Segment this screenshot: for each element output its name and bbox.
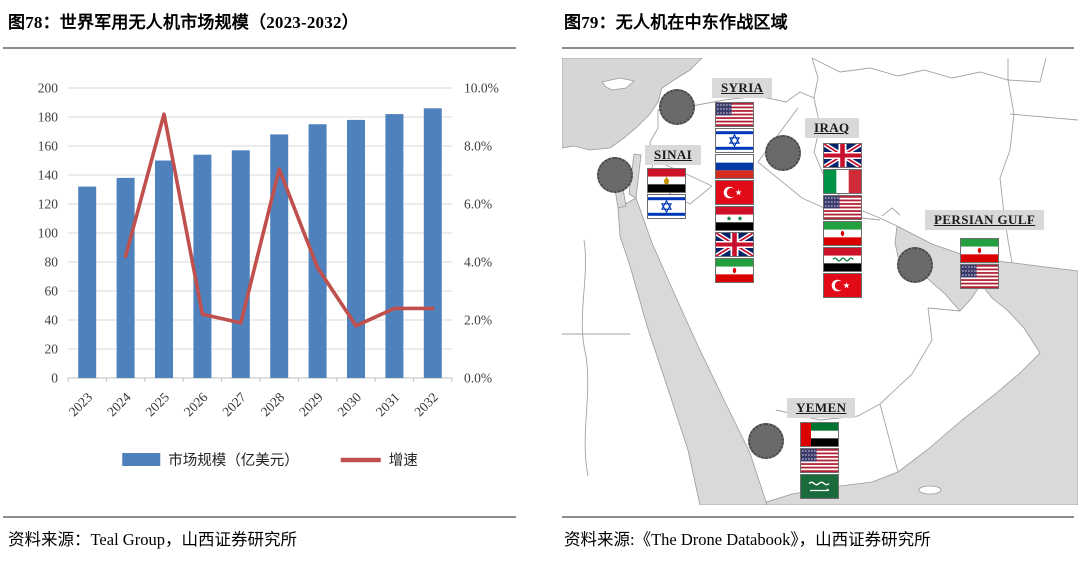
left-axis-tick-label: 200 [38, 81, 59, 96]
flag-usa [715, 102, 754, 127]
flag-iraq [823, 247, 862, 272]
left-axis-tick-label: 140 [38, 168, 59, 183]
island-cyprus [601, 77, 635, 91]
market-size-bar-2030 [347, 119, 365, 379]
flag-column-persian-gulf [960, 238, 999, 290]
x-axis-label: 2027 [219, 389, 249, 419]
x-axis-label: 2023 [66, 389, 96, 419]
market-size-bar-2027 [231, 150, 250, 378]
x-axis-label: 2025 [142, 389, 172, 419]
flag-syria [715, 206, 754, 231]
left-axis-tick-label: 60 [45, 284, 59, 299]
title-rule [562, 47, 1074, 49]
legend-market-size-swatch [122, 453, 161, 466]
region-label-sinai: SINAI [645, 145, 702, 165]
flag-iran [960, 238, 999, 263]
left-axis-tick-label: 20 [45, 342, 59, 357]
flag-saudi-arabia [800, 474, 839, 499]
market-size-bar-2025 [155, 160, 173, 378]
region-label-iraq: IRAQ [805, 118, 859, 138]
left-axis-tick-label: 120 [38, 197, 59, 212]
x-axis-label: 2029 [296, 389, 326, 419]
market-size-bar-2029 [308, 124, 327, 378]
flag-uae [800, 422, 839, 447]
flag-turkey [823, 273, 862, 298]
combat-zone-marker [659, 89, 695, 125]
figure-79-panel: 图79：无人机在中东作战区域 [540, 0, 1080, 562]
sea-red-sea [617, 197, 768, 505]
combat-zone-marker [765, 135, 801, 171]
x-axis-label: 2032 [411, 390, 441, 420]
combat-zone-marker [597, 157, 633, 193]
right-axis-tick-label: 0.0% [464, 371, 492, 386]
left-axis-tick-label: 0 [51, 371, 58, 386]
region-label-syria: SYRIA [712, 78, 773, 98]
flag-uk [823, 143, 862, 168]
x-axis-label: 2031 [373, 390, 403, 420]
sea-mediterranean [562, 58, 703, 151]
flag-iran [715, 258, 754, 283]
flag-egypt [647, 168, 686, 193]
flag-italy [823, 169, 862, 194]
flag-column-sinai [647, 168, 686, 220]
flag-column-iraq [823, 143, 862, 299]
flag-russia [715, 154, 754, 179]
figure-79-title: 图79：无人机在中东作战区域 [564, 13, 788, 32]
flag-israel [647, 194, 686, 219]
x-axis-label: 2028 [258, 389, 288, 419]
figure-78-panel: 图78：世界军用无人机市场规模（2023-2032） 0 20 40 60 80 100 1… [3, 13, 516, 549]
figure-78-source: 资料来源：Teal Group，山西证券研究所 [8, 530, 297, 549]
legend-market-size-label: 市场规模（亿美元） [168, 452, 299, 469]
right-axis-tick-label: 10.0% [464, 81, 499, 96]
market-size-combo-chart: 0 20 40 60 80 100 120 140 160 180 200 0.0% 2.0% 4.0% 6… [38, 81, 499, 470]
market-size-bar-2023 [78, 186, 97, 378]
left-axis-tick-label: 100 [38, 226, 59, 241]
flag-iran [823, 221, 862, 246]
footer-rule [3, 516, 516, 518]
flag-column-syria [715, 102, 754, 284]
growth-rate-line [123, 112, 435, 328]
x-axis-label: 2026 [181, 389, 211, 419]
figure-79-source: 资料来源:《The Drone Databook》，山西证券研究所 [564, 530, 931, 549]
figure-78-title: 图78：世界军用无人机市场规模（2023-2032） [8, 13, 359, 32]
flag-uk [715, 232, 754, 257]
right-axis-tick-label: 2.0% [464, 313, 492, 328]
region-label-persian-gulf: PERSIAN GULF [925, 210, 1045, 230]
left-axis-tick-label: 180 [38, 110, 59, 125]
flag-turkey [715, 180, 754, 205]
flag-israel [715, 128, 754, 153]
market-size-bar-2026 [193, 154, 212, 378]
market-size-bar-2031 [385, 114, 404, 378]
right-axis-tick-label: 4.0% [464, 255, 492, 270]
flag-column-yemen [800, 422, 839, 500]
flag-usa [800, 448, 839, 473]
right-axis-tick-label: 8.0% [464, 139, 492, 154]
flag-usa [960, 264, 999, 289]
market-size-bar-2032 [423, 108, 442, 379]
footer-rule [562, 516, 1074, 518]
market-size-bar-2024 [116, 177, 135, 378]
left-axis-tick-label: 40 [45, 313, 59, 328]
x-axis-label: 2030 [334, 389, 364, 419]
region-label-yemen: YEMEN [787, 398, 856, 418]
legend-growth-label: 增速 [389, 452, 418, 469]
market-size-bar-2028 [270, 134, 289, 378]
left-axis-tick-label: 80 [45, 255, 59, 270]
combat-zone-marker [748, 423, 784, 459]
left-axis-tick-label: 160 [38, 139, 59, 154]
island-socotra [918, 485, 942, 495]
combat-zone-marker [897, 247, 933, 283]
title-rule [3, 47, 516, 49]
x-axis-label: 2024 [104, 389, 134, 419]
right-axis-tick-label: 6.0% [464, 197, 492, 212]
flag-usa [823, 195, 862, 220]
middle-east-map: SYRIA SINAI IRAQ PERSIAN GULF YEMEN [562, 58, 1078, 505]
